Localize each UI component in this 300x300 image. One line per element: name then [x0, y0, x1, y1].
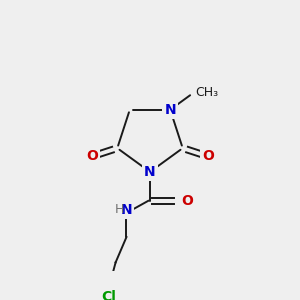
- Text: O: O: [181, 194, 193, 208]
- Text: N: N: [144, 165, 156, 179]
- Text: CH₃: CH₃: [196, 86, 219, 99]
- Text: N: N: [164, 103, 176, 117]
- Text: N: N: [121, 203, 132, 217]
- Text: H: H: [115, 202, 124, 215]
- Text: O: O: [86, 149, 98, 163]
- Text: O: O: [202, 149, 214, 163]
- Text: Cl: Cl: [101, 290, 116, 300]
